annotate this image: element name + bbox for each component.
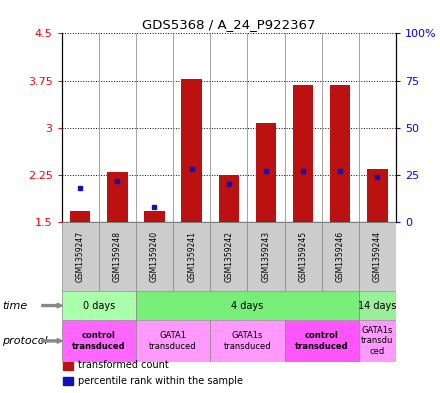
Bar <box>322 222 359 291</box>
Text: control
transduced: control transduced <box>295 331 348 351</box>
Bar <box>63 376 73 385</box>
Text: 0 days: 0 days <box>83 301 115 310</box>
Text: protocol: protocol <box>2 336 48 346</box>
Bar <box>359 320 396 362</box>
Bar <box>285 222 322 291</box>
Text: control
transduced: control transduced <box>72 331 125 351</box>
Bar <box>99 222 136 291</box>
Bar <box>144 211 165 222</box>
Text: GSM1359247: GSM1359247 <box>76 231 84 282</box>
Bar <box>210 320 285 362</box>
Bar <box>367 169 388 222</box>
Bar <box>136 320 210 362</box>
Bar <box>210 222 247 291</box>
Text: percentile rank within the sample: percentile rank within the sample <box>78 376 243 386</box>
Bar <box>256 123 276 222</box>
Text: time: time <box>2 301 27 310</box>
Bar <box>247 222 285 291</box>
Bar <box>70 211 90 222</box>
Bar <box>62 291 136 320</box>
Text: GATA1s
transdu
ced: GATA1s transdu ced <box>361 326 394 356</box>
Bar <box>293 85 313 222</box>
Title: GDS5368 / A_24_P922367: GDS5368 / A_24_P922367 <box>142 18 315 31</box>
Bar <box>359 222 396 291</box>
Text: GSM1359241: GSM1359241 <box>187 231 196 282</box>
Text: GSM1359245: GSM1359245 <box>299 231 308 282</box>
Text: 4 days: 4 days <box>231 301 264 310</box>
Text: GSM1359244: GSM1359244 <box>373 231 382 282</box>
Text: GSM1359243: GSM1359243 <box>261 231 271 282</box>
Bar <box>173 222 210 291</box>
Bar <box>136 222 173 291</box>
Text: 14 days: 14 days <box>358 301 396 310</box>
Text: GATA1
transduced: GATA1 transduced <box>149 331 197 351</box>
Text: GSM1359248: GSM1359248 <box>113 231 122 282</box>
Text: GSM1359246: GSM1359246 <box>336 231 345 282</box>
Bar <box>330 85 351 222</box>
Bar <box>219 175 239 222</box>
Bar <box>285 320 359 362</box>
Bar <box>359 291 396 320</box>
Bar <box>107 172 128 222</box>
Bar <box>63 361 73 369</box>
Bar <box>62 320 136 362</box>
Bar <box>136 291 359 320</box>
Text: transformed count: transformed count <box>78 360 169 370</box>
Text: GSM1359240: GSM1359240 <box>150 231 159 282</box>
Text: GATA1s
transduced: GATA1s transduced <box>224 331 271 351</box>
Bar <box>62 222 99 291</box>
Text: GSM1359242: GSM1359242 <box>224 231 233 282</box>
Bar <box>181 79 202 222</box>
